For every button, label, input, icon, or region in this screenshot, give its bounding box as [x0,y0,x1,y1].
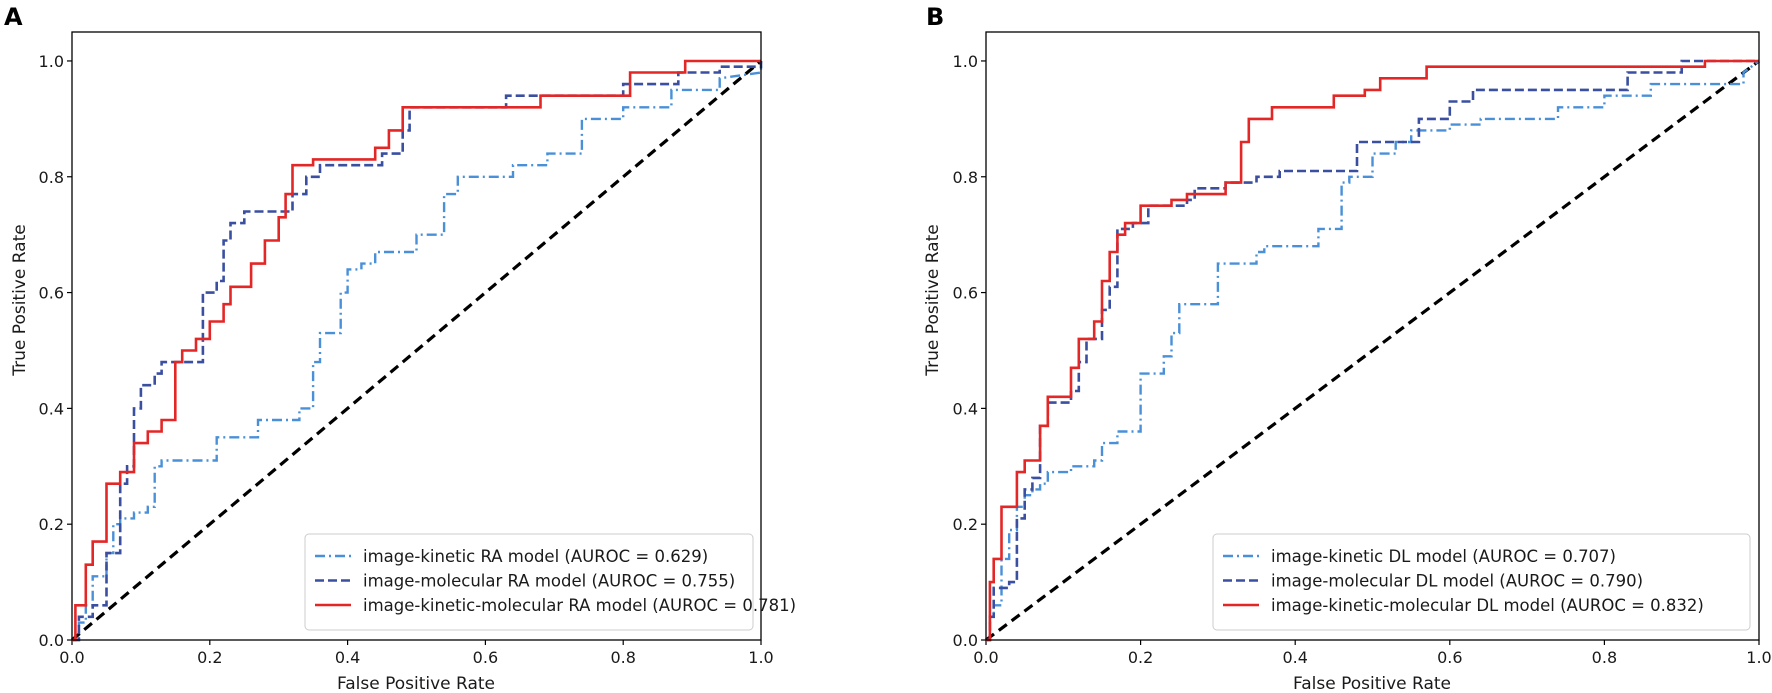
axis-ticks: 0.0 0.2 0.4 0.6 0.8 1.0 0.0 0.2 0.4 0.6 0.8 1.0 [953,52,1772,667]
roc-curves [985,59,1760,642]
y-axis-label: True Positive Rate [10,224,30,376]
legend-box [1212,533,1751,631]
roc-curve-line [986,60,1760,642]
y-tick-label: 0.4 [39,399,64,418]
legend-label: image-kinetic DL model (AUROC = 0.707) [1271,547,1616,566]
y-axis-label: True Positive Rate [923,224,943,376]
legend-label: image-kinetic-molecular RA model (AUROC … [363,596,796,615]
chance-diagonal-line [985,59,1760,642]
panel-label: B [926,3,944,31]
chance-diagonal-line [70,59,763,642]
plot-frame [71,31,762,641]
y-tick-label: 0.4 [953,399,978,418]
y-tick-label: 1.0 [39,52,64,71]
roc-curve-line [986,59,1759,642]
legend-label: image-molecular DL model (AUROC = 0.790) [1271,572,1643,591]
x-tick-label: 0.8 [1592,648,1617,667]
legend: image-kinetic DL model (AUROC = 0.707) im… [1212,533,1751,631]
axis-ticks: 0.0 0.2 0.4 0.6 0.8 1.0 0.0 0.2 0.4 0.6 0.8 1.0 [39,52,774,667]
legend-label: image-molecular RA model (AUROC = 0.755) [363,572,735,591]
y-tick-label: 0.6 [953,284,978,303]
x-tick-label: 1.0 [748,648,773,667]
x-tick-label: 0.0 [59,648,84,667]
y-tick-label: 1.0 [953,52,978,71]
roc-curve-line [72,61,763,642]
y-tick-label: 0.8 [953,168,978,187]
x-axis-label: False Positive Rate [1293,674,1451,693]
legend-label: image-kinetic RA model (AUROC = 0.629) [363,547,708,566]
y-tick-label: 0.2 [39,515,64,534]
y-tick-label: 0.2 [953,515,978,534]
panel-label: A [4,3,23,31]
plot-frame [985,31,1760,641]
legend-label: image-kinetic-molecular DL model (AUROC … [1271,596,1704,615]
roc-panel-a: A 0.0 0.2 0.4 0.6 0.8 1.0 0.0 0.2 0.4 0.6 0.8 1.0 F… [4,3,796,693]
roc-panel-b: B 0.0 0.2 0.4 0.6 0.8 1.0 0.0 0.2 0.4 0.6 0.8 1.0 F… [923,3,1772,693]
x-tick-label: 0.0 [973,648,998,667]
roc-curves [70,59,763,642]
x-tick-label: 1.0 [1746,648,1771,667]
x-tick-label: 0.2 [1128,648,1153,667]
x-tick-label: 0.6 [473,648,498,667]
x-tick-label: 0.4 [1282,648,1307,667]
x-tick-label: 0.4 [335,648,360,667]
y-tick-label: 0.0 [39,631,64,650]
legend: image-kinetic RA model (AUROC = 0.629) im… [304,533,796,631]
x-tick-label: 0.6 [1437,648,1462,667]
legend-box [304,533,754,631]
roc-curve-line [986,59,1759,642]
x-tick-label: 0.2 [197,648,222,667]
y-tick-label: 0.8 [39,168,64,187]
roc-curve-line [72,59,761,642]
x-axis-label: False Positive Rate [337,674,495,693]
y-tick-label: 0.6 [39,284,64,303]
y-tick-label: 0.0 [953,631,978,650]
x-tick-label: 0.8 [610,648,635,667]
